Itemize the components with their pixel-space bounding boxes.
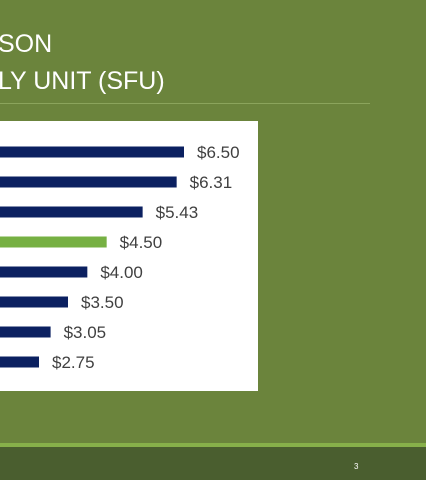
bar-label-2: $6.31 (190, 173, 233, 192)
chart-panel: $6.50 $6.31 $5.43 $4.50 $4.00 $3.50 $3.05 $2.75 (0, 121, 258, 391)
bar-label-6: $3.50 (81, 293, 124, 312)
bar-7 (0, 326, 51, 338)
bar-label-1: $6.50 (197, 143, 240, 162)
slide-title-line-1: SON (0, 30, 53, 58)
bar-label-8: $2.75 (52, 353, 95, 372)
bar-4 (0, 236, 107, 248)
bar-8 (0, 356, 39, 368)
footer-bar (0, 447, 426, 480)
bar-label-3: $5.43 (156, 203, 199, 222)
title-underline (0, 103, 370, 104)
slide-title-line-2: LY UNIT (SFU) (0, 67, 165, 95)
bar-3 (0, 206, 143, 218)
bar-5 (0, 266, 88, 278)
bar-label-4: $4.50 (120, 233, 163, 252)
bar-chart: $6.50 $6.31 $5.43 $4.50 $4.00 $3.50 $3.05 $2.75 (0, 143, 240, 372)
bar-2 (0, 176, 177, 188)
footer-stripe (0, 443, 426, 447)
bar-6 (0, 296, 68, 308)
bar-label-5: $4.00 (100, 263, 143, 282)
bar-label-7: $3.05 (64, 323, 107, 342)
bar-1 (0, 146, 184, 158)
page-number: 3 (354, 462, 359, 471)
